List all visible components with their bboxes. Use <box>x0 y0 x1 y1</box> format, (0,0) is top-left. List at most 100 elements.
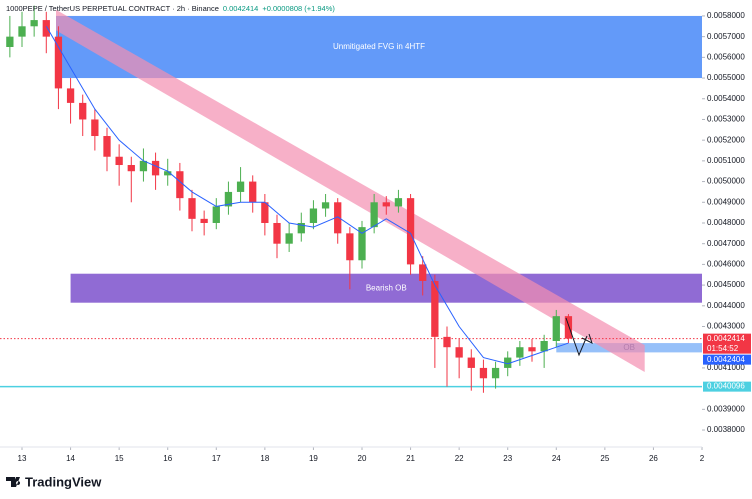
candle-body <box>42 20 50 37</box>
candle <box>261 194 269 236</box>
y-tick-label: 0.0043000 <box>707 322 745 331</box>
candle-body <box>406 198 415 265</box>
candle <box>139 148 148 182</box>
x-tick-label: 22 <box>455 454 464 463</box>
price-label: 0.0042404 <box>707 355 745 364</box>
candle <box>18 11 26 47</box>
candle <box>127 156 135 203</box>
candle <box>552 309 560 348</box>
candle <box>321 194 330 217</box>
candle-body <box>164 171 172 176</box>
candle <box>431 274 439 368</box>
y-tick-label: 0.0055000 <box>707 73 745 82</box>
zone-label: Unmitigated FVG in 4HTF <box>333 42 425 51</box>
y-tick-label: 0.0039000 <box>707 404 745 413</box>
x-tick-label: 24 <box>552 454 561 463</box>
candle-body <box>455 347 463 358</box>
x-tick-label: 17 <box>212 454 221 463</box>
price-label-box <box>703 354 751 365</box>
y-tick-label: 0.0051000 <box>707 156 745 165</box>
candle <box>176 162 184 211</box>
candle <box>419 256 427 296</box>
moving-average <box>45 26 569 365</box>
candle-body <box>54 36 63 89</box>
brand: TradingView <box>25 474 102 489</box>
candle <box>188 189 196 232</box>
projection-arrow <box>565 317 593 357</box>
x-tick-label: 23 <box>503 454 512 463</box>
candle-body <box>504 357 512 368</box>
y-tick-label: 0.0041000 <box>707 363 745 372</box>
candle <box>273 214 281 259</box>
header: 1000PEPE / TetherUS PERPETUAL CONTRACT ·… <box>6 4 335 13</box>
header-price: 0.0042414 <box>223 4 258 13</box>
price-label-box <box>703 333 751 354</box>
y-tick-label: 0.0045000 <box>707 280 745 289</box>
candle <box>346 227 354 290</box>
candle <box>491 361 500 389</box>
candle <box>370 194 378 234</box>
candle <box>358 220 366 269</box>
candle-body <box>564 316 573 339</box>
candle <box>91 109 99 151</box>
candle-body <box>528 347 536 352</box>
candle <box>54 26 63 110</box>
zone <box>56 15 703 79</box>
candle <box>224 181 233 215</box>
candle-body <box>443 336 451 348</box>
candle-body <box>236 181 245 192</box>
candle <box>443 326 451 387</box>
price-label: 0.0042414 <box>707 334 745 343</box>
x-tick-label: 20 <box>358 454 367 463</box>
candle-body <box>212 206 220 223</box>
candle-body <box>346 233 354 261</box>
candle-body <box>151 160 160 176</box>
price-label: 0.0040096 <box>707 382 745 391</box>
zone <box>70 273 703 303</box>
candle <box>309 200 318 230</box>
y-tick-label: 0.0058000 <box>707 11 745 20</box>
x-tick-label: 18 <box>260 454 269 463</box>
candle-body <box>552 316 560 342</box>
x-tick-label: 2 <box>700 454 705 463</box>
candle <box>285 222 293 252</box>
x-tick-label: 16 <box>163 454 172 463</box>
logo: TradingView <box>6 474 102 489</box>
candle-body <box>30 20 38 27</box>
candle <box>79 94 87 137</box>
y-tick-label: 0.0057000 <box>707 32 745 41</box>
x-tick-label: 21 <box>406 454 415 463</box>
candle-body <box>176 171 184 199</box>
candle <box>479 359 488 393</box>
candle-body <box>66 88 75 103</box>
candle-body <box>91 119 99 137</box>
candle <box>115 144 123 186</box>
candle <box>249 175 257 213</box>
candle-body <box>249 181 257 203</box>
candle-body <box>394 198 403 207</box>
candle-body <box>540 341 548 352</box>
candle <box>6 15 14 58</box>
y-tick-label: 0.0038000 <box>707 425 745 434</box>
candle-body <box>188 198 196 219</box>
candle <box>151 152 160 190</box>
x-tick-label: 14 <box>66 454 75 463</box>
x-tick-label: 25 <box>600 454 609 463</box>
candle-body <box>334 202 342 234</box>
candle-body <box>382 202 390 207</box>
y-tick-label: 0.0047000 <box>707 239 745 248</box>
x-tick-label: 26 <box>649 454 658 463</box>
candle-body <box>285 233 293 244</box>
candle <box>528 338 536 362</box>
candle-body <box>321 202 330 209</box>
y-tick-label: 0.0054000 <box>707 94 745 103</box>
candle <box>30 5 38 37</box>
candle-body <box>139 160 148 172</box>
y-tick-label: 0.0053000 <box>707 115 745 124</box>
candle <box>382 196 390 215</box>
candle-body <box>127 165 135 172</box>
candle-body <box>309 208 318 223</box>
candle-body <box>297 222 305 234</box>
